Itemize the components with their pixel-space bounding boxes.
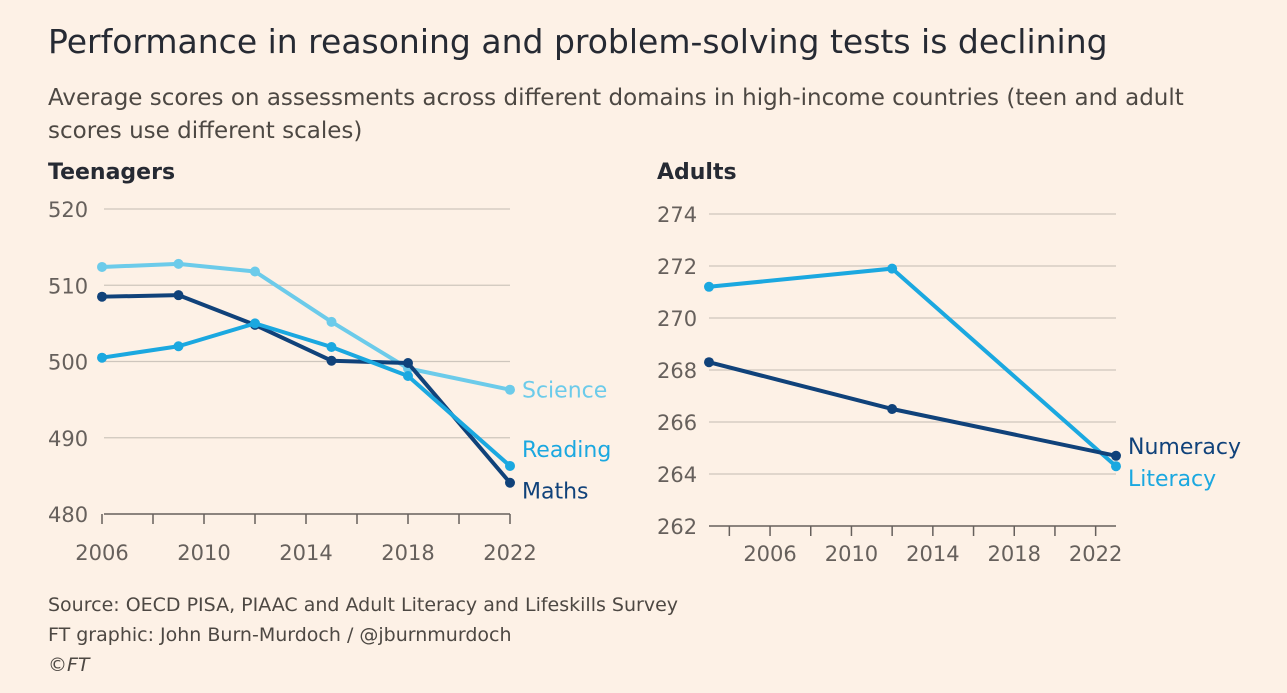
panel-title-adults: Adults <box>657 160 737 185</box>
y-tick-label: 520 <box>48 198 88 222</box>
data-point-maths <box>97 291 107 302</box>
data-point-maths <box>173 290 184 301</box>
data-point-maths <box>403 358 413 369</box>
chart-panel-teenagers: 480 490 500 510 520 2006 2010 2014 2018 2022 Scien… <box>48 198 611 565</box>
copyright: ©FT <box>48 654 90 676</box>
y-tick-label: 268 <box>657 359 697 383</box>
series-label-science: Science <box>522 379 607 404</box>
series-line-numeracy <box>707 360 1118 458</box>
series-label-literacy: Literacy <box>1128 467 1216 492</box>
data-point-reading <box>505 460 515 471</box>
y-tick-label: 264 <box>657 463 697 487</box>
series-line-reading <box>100 321 512 468</box>
x-tick-label: 2014 <box>906 542 959 566</box>
series-label-maths: Maths <box>522 480 589 505</box>
y-tick-label: 266 <box>657 411 697 435</box>
series-label-reading: Reading <box>522 438 611 463</box>
x-tick-label: 2018 <box>988 542 1041 566</box>
data-point-numeracy <box>704 357 714 368</box>
y-tick-label: 274 <box>657 203 697 227</box>
y-tick-label: 270 <box>657 307 697 331</box>
data-point-science <box>97 261 107 272</box>
y-tick-label: 262 <box>657 515 697 539</box>
data-point-literacy <box>1111 461 1121 472</box>
data-point-numeracy <box>1111 450 1121 461</box>
data-point-reading <box>250 318 260 329</box>
data-point-reading <box>97 352 107 363</box>
data-point-science <box>505 384 515 395</box>
data-point-science <box>326 316 337 327</box>
x-tick-label: 2018 <box>381 541 434 565</box>
source-note: Source: OECD PISA, PIAAC and Adult Liter… <box>48 594 679 616</box>
chart-subtitle: Average scores on assessments across dif… <box>48 85 1184 144</box>
x-tick-label: 2022 <box>483 541 536 565</box>
data-point-science <box>173 258 184 269</box>
data-point-reading <box>326 342 337 353</box>
data-point-maths <box>326 355 337 366</box>
x-tick-label: 2014 <box>279 541 332 565</box>
x-tick-label: 2010 <box>825 542 878 566</box>
panel-title-teenagers: Teenagers <box>48 160 176 185</box>
x-tick-label: 2006 <box>743 542 796 566</box>
data-point-reading <box>403 370 413 381</box>
series-label-numeracy: Numeracy <box>1128 435 1241 460</box>
footer: Source: OECD PISA, PIAAC and Adult Liter… <box>48 590 678 680</box>
graphic-credit: FT graphic: John Burn-Murdoch / @jburnmu… <box>48 624 512 646</box>
x-tick-label: 2022 <box>1069 542 1122 566</box>
data-point-reading <box>173 341 184 352</box>
x-tick-label: 2006 <box>75 541 128 565</box>
chart-panel-adults: 262 264 266 268 270 272 274 2006 2010 2014 2018 202… <box>657 203 1241 566</box>
y-tick-label: 500 <box>48 351 88 375</box>
y-tick-label: 272 <box>657 255 697 279</box>
data-point-numeracy <box>887 404 898 414</box>
data-point-literacy <box>887 263 898 274</box>
data-point-maths <box>505 477 515 488</box>
y-tick-label: 480 <box>48 503 88 527</box>
x-tick-label: 2010 <box>177 541 230 565</box>
series-line-maths <box>100 293 512 485</box>
series-line-literacy <box>707 266 1118 469</box>
y-tick-label: 510 <box>48 274 88 298</box>
series-line-science <box>100 261 512 392</box>
data-point-literacy <box>704 281 714 292</box>
data-point-science <box>250 266 260 277</box>
chart-title: Performance in reasoning and problem-sol… <box>48 22 1108 61</box>
y-tick-label: 490 <box>48 427 88 451</box>
